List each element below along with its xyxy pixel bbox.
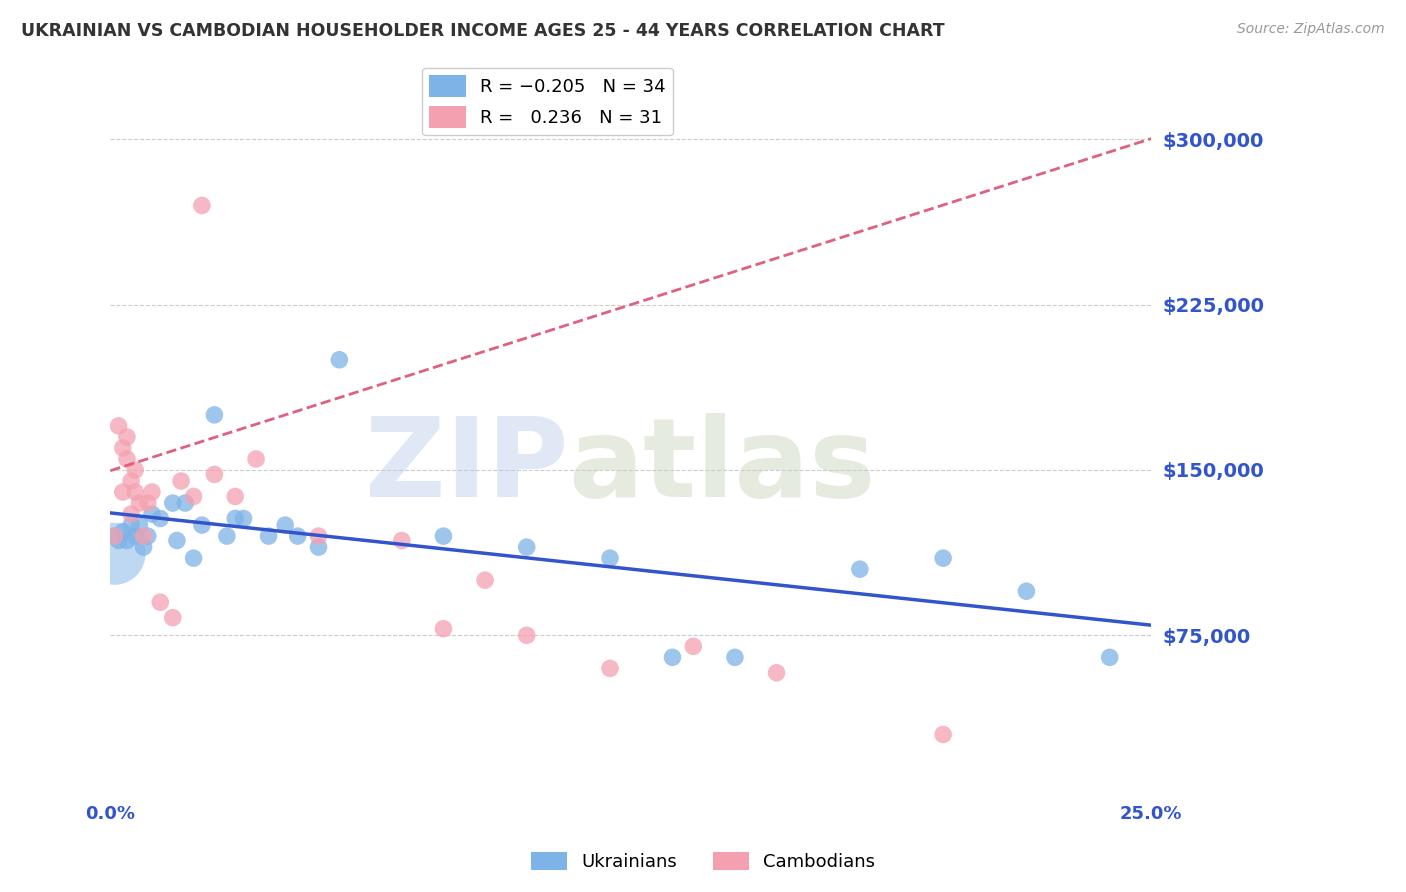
Point [765,665,787,680]
Point [328,352,350,367]
Point [308,540,330,554]
Point [132,540,155,554]
Point [1015,584,1038,599]
Point [115,430,138,444]
Point [215,529,238,543]
Point [136,496,159,510]
Point [115,452,138,467]
Point [162,610,184,624]
Point [120,474,142,488]
Point [202,408,225,422]
Point [149,511,172,525]
Point [124,463,146,477]
Point [682,640,704,654]
Point [516,628,538,642]
Point [245,452,267,467]
Point [111,524,134,539]
Point [308,529,330,543]
Point [166,533,188,548]
Point [274,518,297,533]
Text: Source: ZipAtlas.com: Source: ZipAtlas.com [1237,22,1385,37]
Point [1098,650,1121,665]
Point [183,551,205,566]
Point [202,467,225,482]
Point [141,485,163,500]
Point [170,474,193,488]
Point [932,551,955,566]
Point [107,418,129,433]
Point [141,507,163,521]
Text: ZIP: ZIP [366,412,568,519]
Point [111,441,134,455]
Point [124,529,146,543]
Point [120,507,142,521]
Point [128,518,150,533]
Point [391,533,413,548]
Point [149,595,172,609]
Point [232,511,254,525]
Point [191,198,214,212]
Point [107,533,129,548]
Point [432,622,454,636]
Point [432,529,454,543]
Point [224,511,246,525]
Point [174,496,197,510]
Point [103,529,125,543]
Point [183,490,205,504]
Point [224,490,246,504]
Point [111,485,134,500]
Legend: R = −0.205   N = 34, R =   0.236   N = 31: R = −0.205 N = 34, R = 0.236 N = 31 [422,68,673,136]
Point [128,496,150,510]
Text: atlas: atlas [568,412,876,519]
Point [287,529,309,543]
Point [115,533,138,548]
Point [474,573,496,587]
Point [849,562,872,576]
Point [120,518,142,533]
Point [132,529,155,543]
Point [136,529,159,543]
Point [191,518,214,533]
Point [257,529,280,543]
Point [599,661,621,675]
Point [599,551,621,566]
Point [162,496,184,510]
Point [103,547,125,561]
Point [124,485,146,500]
Legend: Ukrainians, Cambodians: Ukrainians, Cambodians [523,845,883,879]
Point [724,650,747,665]
Text: UKRAINIAN VS CAMBODIAN HOUSEHOLDER INCOME AGES 25 - 44 YEARS CORRELATION CHART: UKRAINIAN VS CAMBODIAN HOUSEHOLDER INCOM… [21,22,945,40]
Point [932,727,955,741]
Point [103,529,125,543]
Point [661,650,683,665]
Point [516,540,538,554]
